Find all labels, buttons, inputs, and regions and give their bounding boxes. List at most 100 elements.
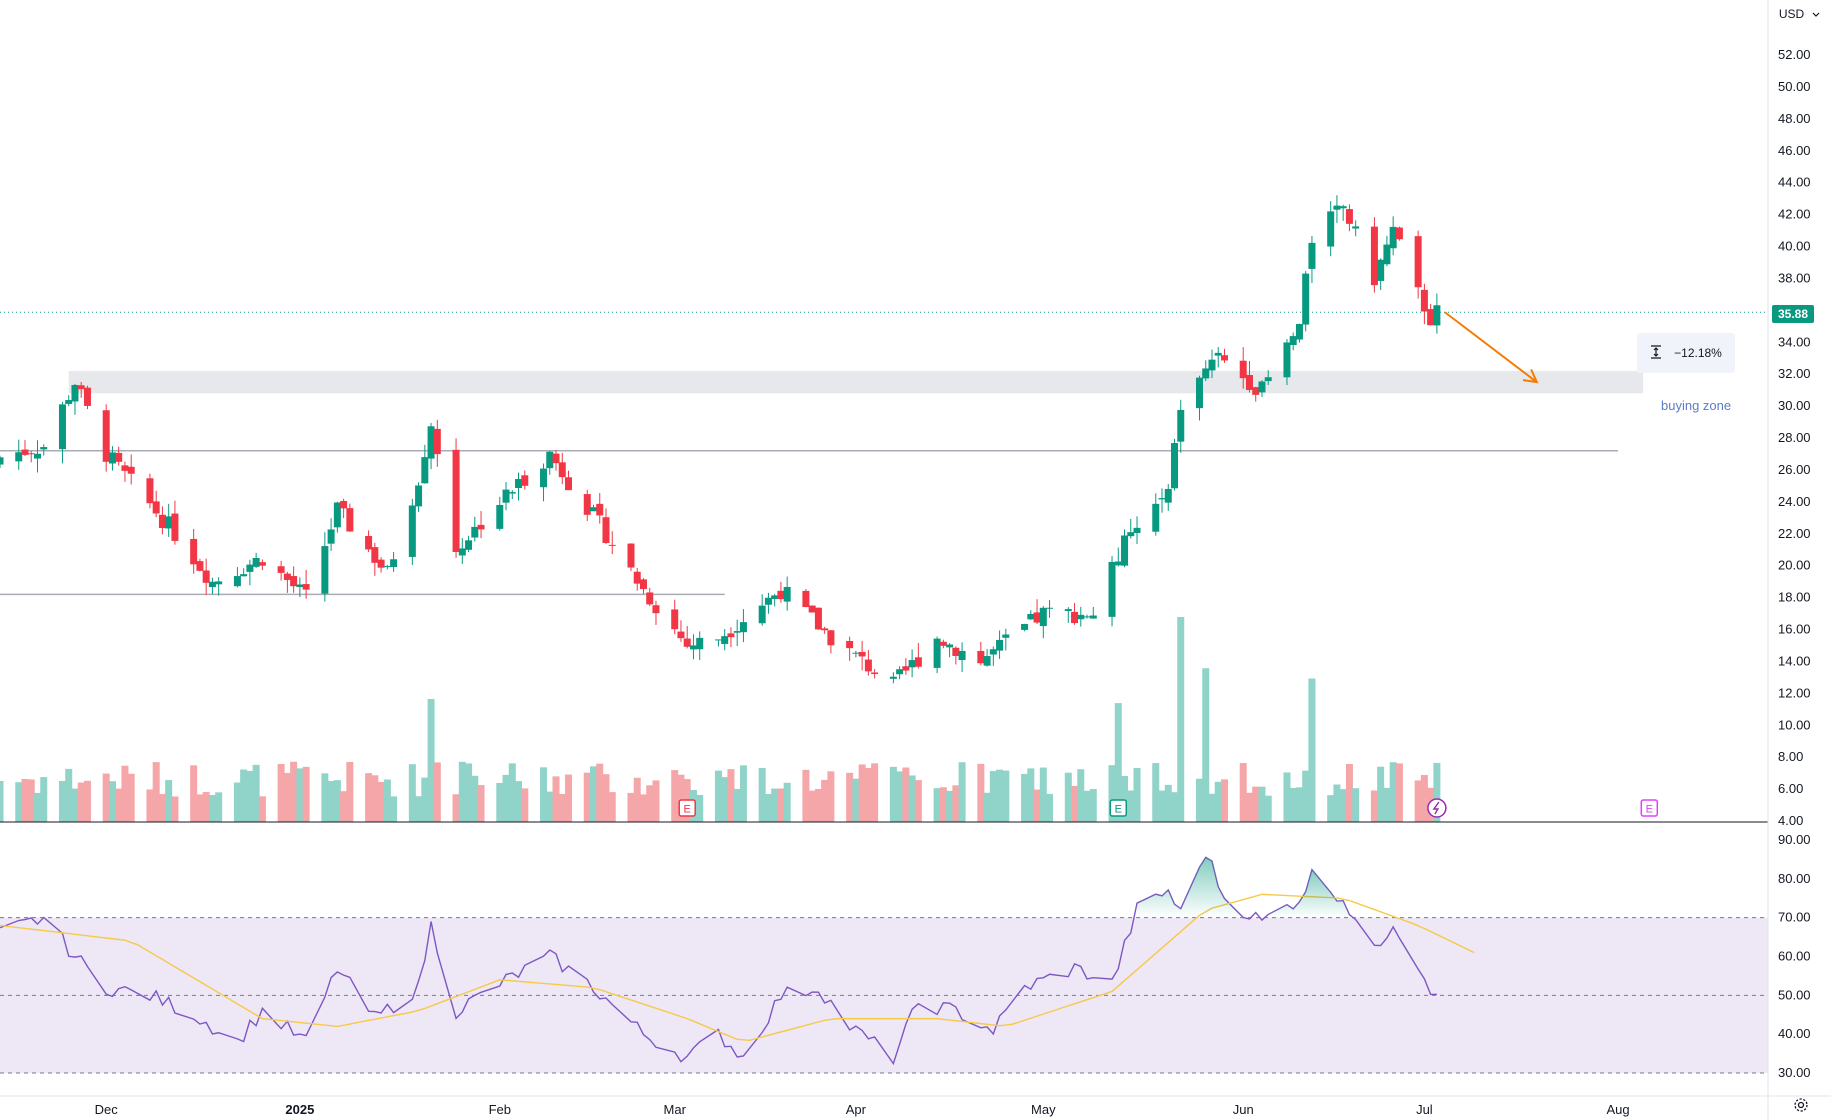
candle-body[interactable] (390, 559, 398, 568)
volume-bar[interactable] (21, 779, 29, 822)
earnings-icon[interactable]: E (1640, 799, 1659, 817)
volume-bar[interactable] (421, 777, 429, 822)
volume-bar[interactable] (1377, 766, 1385, 822)
volume-bar[interactable] (346, 761, 354, 822)
volume-bar[interactable] (1083, 790, 1091, 822)
volume-bar[interactable] (552, 776, 560, 822)
volume-bar[interactable] (1339, 789, 1347, 822)
candle-body[interactable] (327, 529, 335, 544)
candle-body[interactable] (627, 543, 635, 568)
candle-body[interactable] (0, 457, 4, 465)
candle-body[interactable] (240, 574, 248, 577)
candle-body[interactable] (58, 404, 66, 450)
candle-body[interactable] (508, 492, 516, 494)
volume-bar[interactable] (739, 765, 747, 822)
candle-body[interactable] (377, 559, 385, 568)
volume-bar[interactable] (1220, 779, 1228, 822)
candle-body[interactable] (1352, 226, 1360, 229)
volume-bar[interactable] (958, 762, 966, 822)
candle-body[interactable] (365, 535, 373, 550)
volume-bar[interactable] (1071, 785, 1079, 822)
volume-bar[interactable] (633, 777, 641, 822)
candle-body[interactable] (1333, 205, 1341, 210)
volume-bar[interactable] (433, 762, 441, 822)
volume-bar[interactable] (1158, 790, 1166, 822)
volume-bar[interactable] (115, 788, 123, 822)
volume-bar[interactable] (327, 781, 335, 822)
candle-body[interactable] (15, 452, 23, 462)
candle-body[interactable] (521, 475, 529, 486)
volume-bar[interactable] (777, 788, 785, 822)
candle-body[interactable] (77, 385, 85, 390)
candle-body[interactable] (933, 638, 941, 668)
settings-button[interactable] (1790, 1096, 1812, 1118)
candle-body[interactable] (1152, 503, 1160, 532)
candle-body[interactable] (808, 605, 816, 613)
volume-bar[interactable] (196, 794, 204, 822)
volume-bar[interactable] (1202, 668, 1210, 822)
measure-tooltip[interactable]: −12.18% (1637, 333, 1735, 373)
volume-bar[interactable] (814, 789, 822, 822)
candle-body[interactable] (1033, 612, 1041, 623)
candle-body[interactable] (1427, 309, 1435, 326)
volume-bar[interactable] (1389, 762, 1397, 822)
candle-body[interactable] (65, 400, 73, 404)
volume-bar[interactable] (989, 771, 997, 822)
candle-body[interactable] (914, 657, 922, 667)
candle-body[interactable] (896, 669, 904, 675)
candle-body[interactable] (1345, 209, 1353, 224)
volume-bar[interactable] (1327, 795, 1335, 822)
volume-bar[interactable] (158, 794, 166, 822)
candle-body[interactable] (252, 558, 260, 567)
candle-body[interactable] (1027, 613, 1035, 620)
candle-body[interactable] (108, 452, 116, 464)
candle-body[interactable] (646, 592, 654, 605)
volume-bar[interactable] (946, 790, 954, 822)
candle-body[interactable] (1164, 488, 1172, 503)
volume-bar[interactable] (83, 780, 91, 822)
candle-body[interactable] (1245, 374, 1253, 390)
volume-bar[interactable] (1420, 774, 1428, 822)
volume-bar[interactable] (721, 777, 729, 822)
volume-bar[interactable] (977, 763, 985, 822)
volume-bar[interactable] (190, 765, 198, 822)
candle-body[interactable] (1308, 242, 1316, 269)
volume-bar[interactable] (733, 788, 741, 822)
candle-body[interactable] (852, 652, 860, 654)
dividend-icon[interactable] (1427, 798, 1447, 818)
candle-body[interactable] (1021, 623, 1029, 630)
volume-bar[interactable] (846, 772, 854, 822)
volume-bar[interactable] (714, 770, 722, 822)
volume-bar[interactable] (333, 780, 341, 822)
candle-body[interactable] (727, 633, 735, 638)
candle-body[interactable] (190, 538, 198, 565)
volume-bar[interactable] (233, 782, 241, 822)
volume-bar[interactable] (165, 780, 173, 822)
candle-body[interactable] (864, 659, 872, 672)
candle-body[interactable] (552, 453, 560, 464)
candle-body[interactable] (602, 517, 610, 543)
candle-body[interactable] (565, 477, 573, 491)
volume-bar[interactable] (1127, 790, 1135, 822)
candle-body[interactable] (33, 453, 41, 459)
candle-body[interactable] (952, 647, 960, 656)
volume-bar[interactable] (1395, 763, 1403, 822)
volume-bar[interactable] (608, 792, 616, 822)
volume-bar[interactable] (939, 787, 947, 822)
volume-bar[interactable] (515, 781, 523, 822)
volume-bar[interactable] (764, 794, 772, 822)
candle-body[interactable] (871, 672, 879, 675)
candle-body[interactable] (714, 639, 722, 641)
volume-bar[interactable] (15, 782, 23, 822)
candle-body[interactable] (783, 586, 791, 602)
volume-bar[interactable] (677, 774, 685, 822)
candle-body[interactable] (996, 639, 1004, 651)
volume-bar[interactable] (252, 764, 260, 822)
candle-body[interactable] (171, 513, 179, 541)
candle-body[interactable] (471, 526, 479, 538)
candle-body[interactable] (477, 524, 485, 530)
candle-body[interactable] (452, 449, 460, 552)
volume-bar[interactable] (1352, 788, 1360, 822)
volume-bar[interactable] (502, 774, 510, 822)
candle-body[interactable] (546, 451, 554, 469)
